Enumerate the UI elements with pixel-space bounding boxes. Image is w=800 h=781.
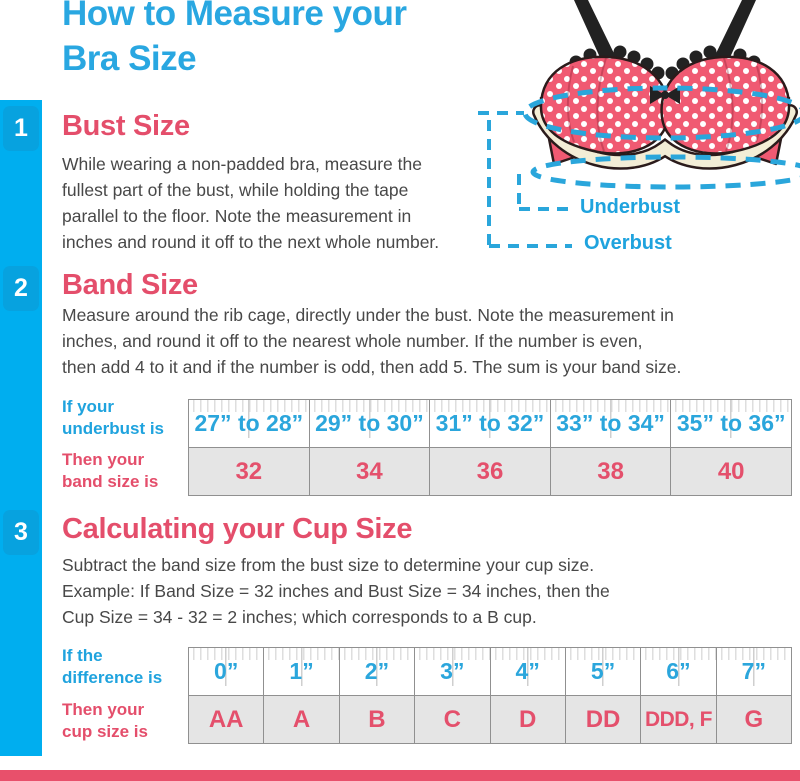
underbust-range-cell: 31” to 32”: [429, 399, 551, 448]
band-table-row2-label: Then your band size is: [62, 450, 159, 491]
cup-size-cell: DD: [564, 695, 642, 744]
underbust-range-cell: 35” to 36”: [670, 399, 792, 448]
step-number-2: 2: [14, 274, 28, 302]
band-size-row: 32 34 36 38 40: [188, 447, 792, 496]
band-table-row1-label: If your underbust is: [62, 397, 165, 438]
difference-cell: 6”: [640, 647, 717, 696]
underbust-range-cell: 29” to 30”: [308, 399, 431, 448]
overbust-label: Overbust: [584, 232, 672, 254]
bust-size-heading: Bust Size: [62, 110, 190, 142]
page-title: How to Measure your Bra Size: [62, 0, 407, 81]
cup-size-cell: DDD, F: [640, 695, 717, 744]
underbust-measure-line: [530, 154, 800, 190]
cup-size-table: 0” 1” 2” 3” 4” 5” 6” 7” AA A B C D DD DD…: [187, 647, 793, 744]
difference-row: 0” 1” 2” 3” 4” 5” 6” 7”: [187, 647, 793, 696]
label-leader-lines: [478, 111, 572, 248]
difference-cell: 0”: [187, 647, 265, 696]
band-size-cell: 34: [308, 447, 431, 496]
band-size-description: Measure around the rib cage, directly un…: [62, 305, 682, 377]
bust-size-description: While wearing a non-padded bra, measure …: [62, 154, 440, 252]
cup-size-heading: Calculating your Cup Size: [62, 513, 413, 545]
underbust-range-row: 27” to 28” 29” to 30” 31” to 32” 33” to …: [188, 399, 792, 448]
step-badge-3: 3: [3, 510, 39, 555]
step-badge-1: 1: [3, 106, 39, 151]
difference-cell: 4”: [489, 647, 566, 696]
cup-size-row: AA A B C D DD DDD, F G: [187, 695, 793, 744]
difference-cell: 7”: [715, 647, 793, 696]
band-size-cell: 32: [188, 447, 310, 496]
band-size-cell: 38: [549, 447, 672, 496]
bottom-accent-bar: [0, 770, 800, 781]
bra-illustration: [478, 0, 800, 248]
step-badge-2: 2: [3, 266, 39, 311]
difference-cell: 3”: [414, 647, 491, 696]
difference-cell: 5”: [564, 647, 642, 696]
step-number-3: 3: [14, 518, 28, 546]
cup-size-cell: G: [715, 695, 793, 744]
cup-size-cell: AA: [187, 695, 265, 744]
band-size-heading: Band Size: [62, 269, 198, 301]
difference-cell: 1”: [263, 647, 340, 696]
cup-size-description: Subtract the band size from the bust siz…: [62, 555, 610, 627]
cup-size-cell: B: [338, 695, 416, 744]
underbust-label: Underbust: [580, 196, 680, 218]
band-size-cell: 36: [429, 447, 551, 496]
page-title-line2: Bra Size: [62, 39, 197, 78]
cup-size-cell: C: [414, 695, 491, 744]
cup-table-row1-label: If the difference is: [62, 646, 163, 687]
bra-underband: [532, 104, 798, 170]
step-number-1: 1: [14, 114, 28, 142]
band-size-table: 27” to 28” 29” to 30” 31” to 32” 33” to …: [188, 399, 792, 496]
overbust-measure-line: [522, 85, 800, 141]
difference-cell: 2”: [338, 647, 416, 696]
cup-size-cell: A: [263, 695, 340, 744]
underbust-range-cell: 33” to 34”: [549, 399, 672, 448]
cup-table-row2-label: Then your cup size is: [62, 700, 148, 741]
page-title-line1: How to Measure your: [62, 0, 407, 33]
step-number-bar: 1 2 3: [0, 100, 42, 756]
band-size-cell: 40: [670, 447, 792, 496]
underbust-range-cell: 27” to 28”: [188, 399, 310, 448]
cup-size-cell: D: [489, 695, 566, 744]
bra-diagram: Underbust Overbust: [478, 0, 800, 262]
